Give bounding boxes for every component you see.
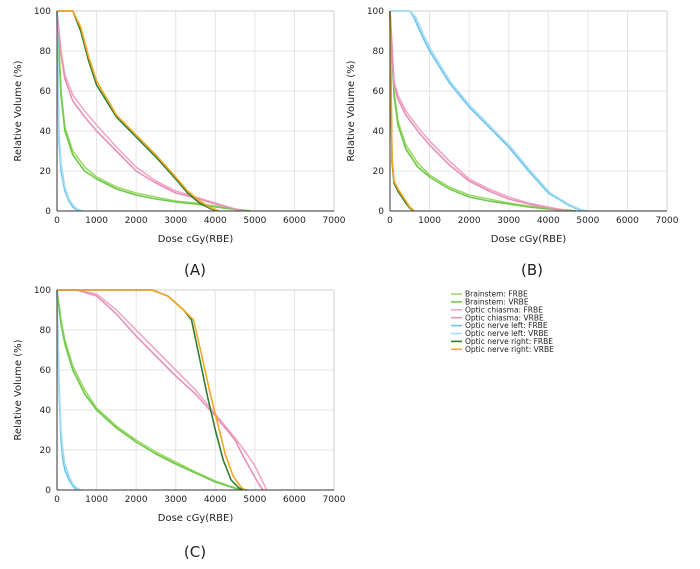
series-line-optic-nerve-right-vrbe bbox=[389, 10, 416, 212]
y-tick-label: 80 bbox=[373, 47, 385, 57]
legend-item: Optic nerve left: VRBE bbox=[451, 329, 549, 338]
legend-item: Brainstem: FRBE bbox=[451, 290, 528, 299]
y-tick-label: 20 bbox=[373, 167, 385, 177]
series-line-optic-nerve-left-vrbe bbox=[56, 289, 82, 491]
series-line-optic-chiasma-vrbe bbox=[389, 10, 569, 212]
y-tick-label: 60 bbox=[40, 87, 52, 97]
x-tick-label: 6000 bbox=[283, 216, 306, 226]
x-tick-label: 3000 bbox=[497, 216, 520, 226]
x-tick-label: 6000 bbox=[616, 216, 639, 226]
series-line-optic-chiasma-vrbe bbox=[56, 10, 246, 212]
series-line-optic-chiasma-frbe bbox=[57, 289, 268, 491]
x-tick-label: 5000 bbox=[243, 495, 266, 505]
y-tick-label: 100 bbox=[34, 7, 51, 17]
series-line-brainstem-vrbe bbox=[56, 10, 251, 212]
panel-label: (A) bbox=[184, 261, 206, 279]
series-line-optic-nerve-left-frbe bbox=[390, 10, 587, 212]
x-tick-label: 1000 bbox=[85, 495, 108, 505]
series-line-optic-chiasma-frbe bbox=[389, 10, 569, 212]
chart-panel-b: 0 1000 2000 3000 4000 5000 6000 7000 0 20 40 60 80 10… bbox=[346, 7, 679, 279]
y-tick-label: 60 bbox=[40, 366, 52, 376]
x-tick-label: 5000 bbox=[576, 216, 599, 226]
series-line-optic-nerve-right-vrbe bbox=[57, 289, 246, 491]
x-tick-label: 2000 bbox=[125, 216, 148, 226]
panel-label: (B) bbox=[521, 261, 543, 279]
chart-panel-c: 0 1000 2000 3000 4000 5000 6000 7000 0 20 40 60 80 10… bbox=[13, 286, 346, 561]
x-axis-label: Dose cGy(RBE) bbox=[158, 234, 234, 245]
x-tick-label: 7000 bbox=[323, 216, 346, 226]
y-tick-label: 40 bbox=[373, 127, 385, 137]
legend-label: Optic chiasma: VRBE bbox=[465, 313, 544, 322]
legend-label: Optic nerve left: FRBE bbox=[465, 321, 548, 330]
series-line-optic-chiasma-vrbe bbox=[57, 289, 264, 491]
y-tick-label: 80 bbox=[40, 326, 52, 336]
series-line-optic-chiasma-frbe bbox=[56, 10, 244, 212]
x-tick-label: 1000 bbox=[85, 216, 108, 226]
x-tick-label: 1000 bbox=[418, 216, 441, 226]
x-tick-label: 5000 bbox=[243, 216, 266, 226]
legend-item: Optic chiasma: VRBE bbox=[451, 313, 544, 322]
x-tick-label: 0 bbox=[54, 216, 60, 226]
x-tick-label: 3000 bbox=[164, 216, 187, 226]
x-axis-label: Dose cGy(RBE) bbox=[158, 513, 234, 524]
legend-item: Optic nerve right: VRBE bbox=[451, 345, 554, 354]
x-tick-label: 4000 bbox=[537, 216, 560, 226]
x-tick-label: 4000 bbox=[204, 216, 227, 226]
y-tick-label: 20 bbox=[40, 167, 52, 177]
series-line-optic-nerve-right-frbe bbox=[57, 10, 220, 212]
x-tick-label: 6000 bbox=[283, 495, 306, 505]
legend-label: Optic nerve right: VRBE bbox=[465, 345, 554, 354]
y-tick-label: 0 bbox=[45, 486, 51, 496]
series-line-brainstem-vrbe bbox=[389, 10, 577, 212]
y-tick-label: 100 bbox=[34, 286, 51, 296]
series-line-brainstem-vrbe bbox=[56, 289, 248, 491]
y-tick-label: 60 bbox=[373, 87, 385, 97]
legend-item: Brainstem: VRBE bbox=[451, 298, 529, 307]
x-tick-label: 2000 bbox=[125, 495, 148, 505]
series-line-optic-nerve-right-vrbe bbox=[57, 10, 220, 212]
x-axis-label: Dose cGy(RBE) bbox=[491, 234, 567, 245]
series-line-brainstem-frbe bbox=[56, 10, 252, 212]
y-tick-label: 0 bbox=[378, 207, 384, 217]
legend-item: Optic nerve right: FRBE bbox=[451, 337, 553, 346]
chart-panel-a: 0 1000 2000 3000 4000 5000 6000 7000 0 20 40 60 80 10… bbox=[13, 7, 346, 279]
y-axis-label: Relative Volume (%) bbox=[13, 60, 24, 161]
y-tick-label: 80 bbox=[40, 47, 52, 57]
x-tick-label: 0 bbox=[387, 216, 393, 226]
y-tick-label: 40 bbox=[40, 406, 52, 416]
y-axis-label: Relative Volume (%) bbox=[13, 339, 24, 440]
legend-item: Optic nerve left: FRBE bbox=[451, 321, 548, 330]
series-line-optic-nerve-left-vrbe bbox=[390, 10, 589, 212]
x-tick-label: 7000 bbox=[323, 495, 346, 505]
x-tick-label: 4000 bbox=[204, 495, 227, 505]
x-tick-label: 3000 bbox=[164, 495, 187, 505]
legend-label: Optic nerve left: VRBE bbox=[465, 329, 549, 338]
x-tick-label: 2000 bbox=[458, 216, 481, 226]
y-tick-label: 20 bbox=[40, 446, 52, 456]
x-tick-label: 7000 bbox=[656, 216, 679, 226]
legend-label: Optic chiasma: FRBE bbox=[465, 305, 543, 314]
legend-label: Brainstem: VRBE bbox=[465, 298, 529, 307]
panel-label: (C) bbox=[184, 543, 206, 561]
series-line-brainstem-frbe bbox=[56, 289, 248, 491]
y-tick-label: 40 bbox=[40, 127, 52, 137]
legend-item: Optic chiasma: FRBE bbox=[451, 305, 543, 314]
legend-label: Optic nerve right: FRBE bbox=[465, 337, 553, 346]
y-tick-label: 0 bbox=[45, 207, 51, 217]
x-tick-label: 0 bbox=[54, 495, 60, 505]
y-tick-label: 100 bbox=[367, 7, 384, 17]
y-axis-label: Relative Volume (%) bbox=[346, 60, 357, 161]
legend-label: Brainstem: FRBE bbox=[465, 290, 528, 299]
series-line-optic-nerve-left-vrbe bbox=[56, 10, 83, 212]
